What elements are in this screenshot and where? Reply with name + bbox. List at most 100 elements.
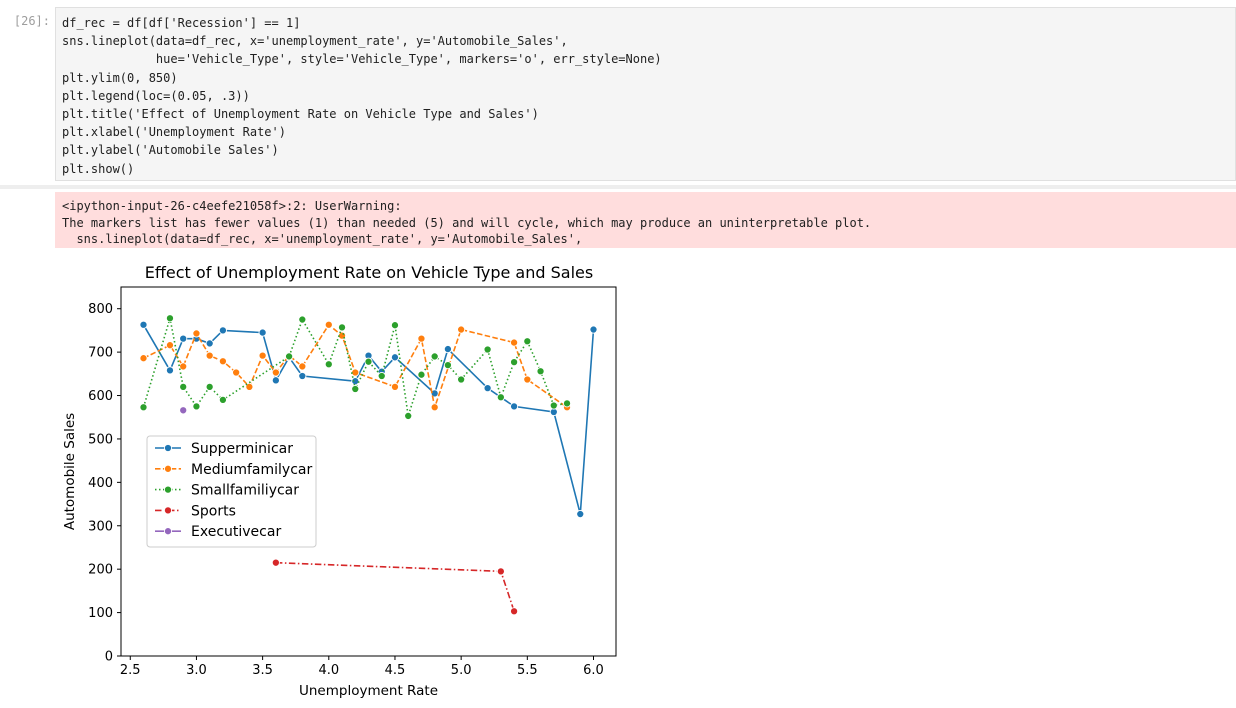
- x-tick-label: 5.0: [451, 663, 472, 678]
- data-point: [377, 371, 386, 381]
- legend-marker: [163, 506, 173, 515]
- data-point: [510, 607, 519, 616]
- data-point: [205, 382, 214, 391]
- data-point: [510, 358, 519, 367]
- y-tick-label: 700: [88, 346, 113, 361]
- series-sports: [271, 558, 519, 616]
- x-tick-label: 2.5: [120, 663, 141, 678]
- data-point: [576, 509, 585, 519]
- y-axis: 0 100 200 300 400 500 600 700 800: [88, 302, 121, 665]
- data-point: [430, 352, 439, 361]
- data-point: [179, 406, 188, 415]
- data-point: [218, 357, 227, 366]
- axes-frame: [120, 286, 617, 657]
- data-point: [232, 368, 241, 377]
- data-point: [285, 352, 294, 361]
- legend-marker: [163, 485, 173, 494]
- series-smallfamiliycar: [139, 314, 572, 420]
- legend-label: Mediumfamilycar: [191, 462, 312, 478]
- data-point: [536, 367, 545, 376]
- y-tick-label: 300: [88, 519, 113, 534]
- x-tick-label: 4.5: [385, 663, 406, 678]
- data-point: [205, 351, 214, 360]
- data-point: [205, 339, 214, 348]
- data-point: [390, 382, 400, 391]
- data-point: [549, 401, 558, 410]
- code-line: plt.ylabel('Automobile Sales'): [62, 143, 279, 158]
- data-point: [271, 368, 280, 377]
- warning-line: <ipython-input-26-c4eefe21058f>:2: UserW…: [62, 199, 402, 213]
- code-editor[interactable]: df_rec = df[df['Recession'] == 1] sns.li…: [62, 14, 662, 178]
- code-line: plt.show(): [62, 161, 135, 176]
- data-point: [324, 360, 333, 369]
- series-mediumfamilycar: [139, 320, 572, 412]
- data-point: [417, 334, 426, 343]
- x-axis-label: Unemployment Rate: [299, 683, 438, 699]
- legend-label: Sports: [191, 503, 236, 519]
- legend-marker: [163, 443, 173, 453]
- x-tick-label: 3.5: [252, 663, 273, 678]
- legend-box: [146, 435, 317, 548]
- data-point: [271, 376, 280, 385]
- data-point: [351, 368, 360, 377]
- data-point: [364, 357, 373, 366]
- y-tick-label: 0: [105, 650, 113, 665]
- data-point: [337, 323, 347, 332]
- warning-line: The markers list has fewer values (1) th…: [62, 215, 872, 230]
- chart-title: Effect of Unemployment Rate on Vehicle T…: [145, 263, 593, 282]
- series-line: [142, 317, 568, 417]
- x-tick-label: 5.5: [517, 663, 538, 678]
- x-tick-label: 4.0: [318, 663, 339, 678]
- data-point: [351, 384, 360, 394]
- data-point: [165, 366, 175, 375]
- data-point: [496, 567, 505, 576]
- code-line: df_rec = df[df['Recession'] == 1]: [62, 16, 301, 30]
- code-line: sns.lineplot(data=df_rec, x='unemploymen…: [62, 34, 568, 49]
- data-point: [139, 403, 148, 412]
- line-chart: Effect of Unemployment Rate on Vehicle T…: [62, 263, 617, 699]
- data-point: [165, 314, 175, 323]
- data-point: [390, 321, 400, 330]
- data-point: [218, 326, 227, 335]
- code-cell[interactable]: df_rec = df[df['Recession'] == 1] sns.li…: [55, 7, 1236, 181]
- data-point: [457, 375, 466, 384]
- data-point: [165, 341, 175, 350]
- legend-label: Executivecar: [191, 524, 281, 540]
- data-point: [390, 353, 400, 362]
- data-point: [298, 371, 307, 381]
- x-tick-label: 3.0: [186, 663, 207, 678]
- legend: Supperminicar Mediumfamilycar Smallfamiliy…: [146, 435, 317, 548]
- data-point: [404, 411, 413, 420]
- data-point: [298, 315, 307, 324]
- legend-label: Smallfamiliycar: [191, 483, 299, 499]
- series-line: [275, 561, 515, 612]
- data-point: [523, 375, 532, 384]
- code-line: plt.xlabel('Unemployment Rate'): [62, 125, 286, 140]
- data-point: [258, 328, 267, 337]
- data-point: [351, 377, 360, 386]
- data-point: [496, 393, 505, 402]
- data-point: [457, 325, 466, 334]
- data-point: [483, 345, 492, 354]
- data-point: [443, 361, 452, 370]
- y-tick-label: 400: [88, 476, 113, 491]
- y-tick-label: 100: [88, 606, 113, 621]
- data-point: [192, 329, 201, 338]
- data-point: [271, 558, 280, 567]
- code-line: plt.title('Effect of Unemployment Rate o…: [62, 107, 539, 122]
- data-point: [192, 402, 201, 411]
- warning-output: <ipython-input-26-c4eefe21058f>:2: UserW…: [55, 192, 1236, 248]
- data-point: [179, 382, 188, 391]
- legend-marker: [163, 464, 173, 473]
- data-point: [589, 325, 598, 334]
- code-line: plt.legend(loc=(0.05, .3)): [62, 88, 250, 103]
- series-line: [143, 323, 568, 411]
- data-point: [523, 337, 532, 346]
- data-point: [324, 320, 333, 329]
- warning-line: sns.lineplot(data=df_rec, x='unemploymen…: [62, 232, 583, 246]
- y-tick-label: 600: [88, 389, 113, 404]
- data-point: [510, 338, 519, 347]
- data-point: [139, 354, 148, 363]
- data-point: [179, 334, 188, 343]
- data-point: [483, 384, 492, 393]
